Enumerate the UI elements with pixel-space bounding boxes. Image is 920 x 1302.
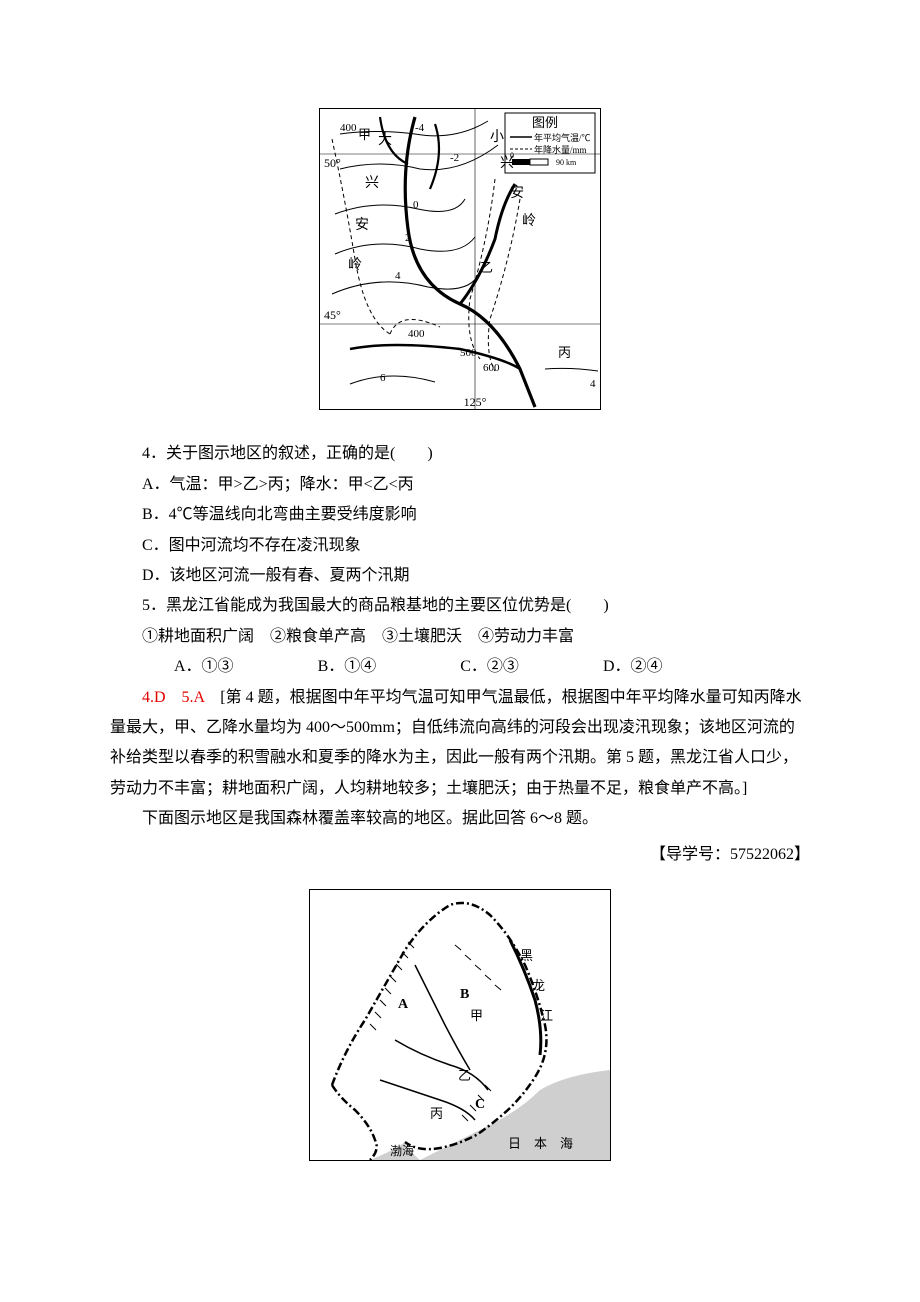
svg-text:安: 安 — [355, 217, 369, 233]
svg-text:黑: 黑 — [520, 948, 533, 963]
svg-text:渤海: 渤海 — [390, 1143, 414, 1158]
q4-opt-b: B．4℃等温线向北弯曲主要受纬度影响 — [110, 500, 810, 530]
figure-1: 图例 年平均气温/℃ 年降水量/mm 0 90 km 125° 50° 45° — [110, 108, 810, 421]
q4-opt-c: C．图中河流均不存在凌汛现象 — [110, 531, 810, 561]
svg-text:4: 4 — [590, 378, 596, 390]
svg-text:0: 0 — [413, 199, 419, 211]
svg-text:甲: 甲 — [358, 127, 371, 142]
svg-text:2: 2 — [405, 232, 411, 244]
figure-1-border: 图例 年平均气温/℃ 年降水量/mm 0 90 km 125° 50° 45° — [319, 108, 601, 410]
figure-2: A B C 甲 乙 丙 黑 龙 江 渤海 日 本 海 — [110, 889, 810, 1172]
answer-block: 4.D 5.A [第 4 题，根据图中年平均气温可知甲气温最低，根据图中年平均降… — [110, 683, 810, 805]
svg-text:小: 小 — [490, 129, 504, 145]
svg-text:B: B — [460, 987, 469, 1002]
svg-text:丙: 丙 — [558, 345, 571, 360]
svg-text:兴: 兴 — [365, 175, 379, 191]
svg-text:安: 安 — [510, 185, 524, 201]
svg-text:甲: 甲 — [470, 1008, 483, 1023]
answer-exp: [第 4 题，根据图中年平均气温可知甲气温最低，根据图中年平均降水量可知丙降水量… — [110, 689, 802, 797]
svg-text:45°: 45° — [324, 308, 341, 322]
svg-text:4: 4 — [395, 270, 401, 282]
svg-text:90 km: 90 km — [556, 158, 577, 167]
svg-text:500: 500 — [460, 347, 477, 359]
q5-options: A．①③ B．①④ C．②③ D．②④ — [110, 652, 810, 682]
q4-opt-d: D．该地区河流一般有春、夏两个汛期 — [110, 561, 810, 591]
svg-text:400: 400 — [340, 122, 357, 134]
q5-opt-b: B．①④ — [286, 652, 377, 682]
q5-opt-c: C．②③ — [428, 652, 519, 682]
svg-text:岭: 岭 — [348, 257, 362, 273]
svg-text:6: 6 — [380, 372, 386, 384]
svg-text:图例: 图例 — [532, 115, 558, 130]
svg-text:龙: 龙 — [532, 978, 545, 993]
figure-1-svg: 图例 年平均气温/℃ 年降水量/mm 0 90 km 125° 50° 45° — [320, 109, 600, 409]
q5-opt-d: D．②④ — [571, 652, 663, 682]
svg-text:125°: 125° — [464, 395, 487, 409]
svg-text:年平均气温/℃: 年平均气温/℃ — [534, 132, 591, 143]
svg-text:A: A — [398, 997, 409, 1012]
figure-2-border: A B C 甲 乙 丙 黑 龙 江 渤海 日 本 海 — [309, 889, 611, 1161]
svg-text:-2: -2 — [450, 152, 459, 164]
svg-text:乙: 乙 — [458, 1068, 471, 1083]
figure-2-svg: A B C 甲 乙 丙 黑 龙 江 渤海 日 本 海 — [310, 890, 610, 1160]
svg-text:大: 大 — [378, 132, 392, 148]
q5-stem: 5．黑龙江省能成为我国最大的商品粮基地的主要区位优势是( ) — [110, 591, 810, 621]
q5-opt-a: A．①③ — [142, 652, 234, 682]
q6-intro: 下面图示地区是我国森林覆盖率较高的地区。据此回答 6～8 题。 — [110, 804, 810, 834]
answer-key: 4.D 5.A — [142, 689, 204, 706]
svg-text:兴: 兴 — [500, 155, 514, 171]
svg-text:C: C — [475, 1097, 485, 1112]
q4-opt-a: A．气温：甲>乙>丙；降水：甲<乙<丙 — [110, 470, 810, 500]
svg-text:-4: -4 — [415, 122, 425, 134]
svg-text:400: 400 — [408, 328, 425, 340]
q4-stem: 4．关于图示地区的叙述，正确的是( ) — [110, 439, 810, 469]
svg-text:日 本 海: 日 本 海 — [508, 1136, 573, 1151]
svg-text:岭: 岭 — [522, 213, 536, 229]
svg-text:600: 600 — [483, 362, 500, 374]
q5-circles: ①耕地面积广阔 ②粮食单产高 ③土壤肥沃 ④劳动力丰富 — [110, 622, 810, 652]
svg-text:江: 江 — [540, 1008, 553, 1023]
svg-text:丙: 丙 — [430, 1106, 443, 1121]
reference-num: 【导学号：57522062】 — [110, 840, 810, 870]
svg-text:乙: 乙 — [480, 260, 493, 275]
svg-text:年降水量/mm: 年降水量/mm — [534, 144, 587, 155]
